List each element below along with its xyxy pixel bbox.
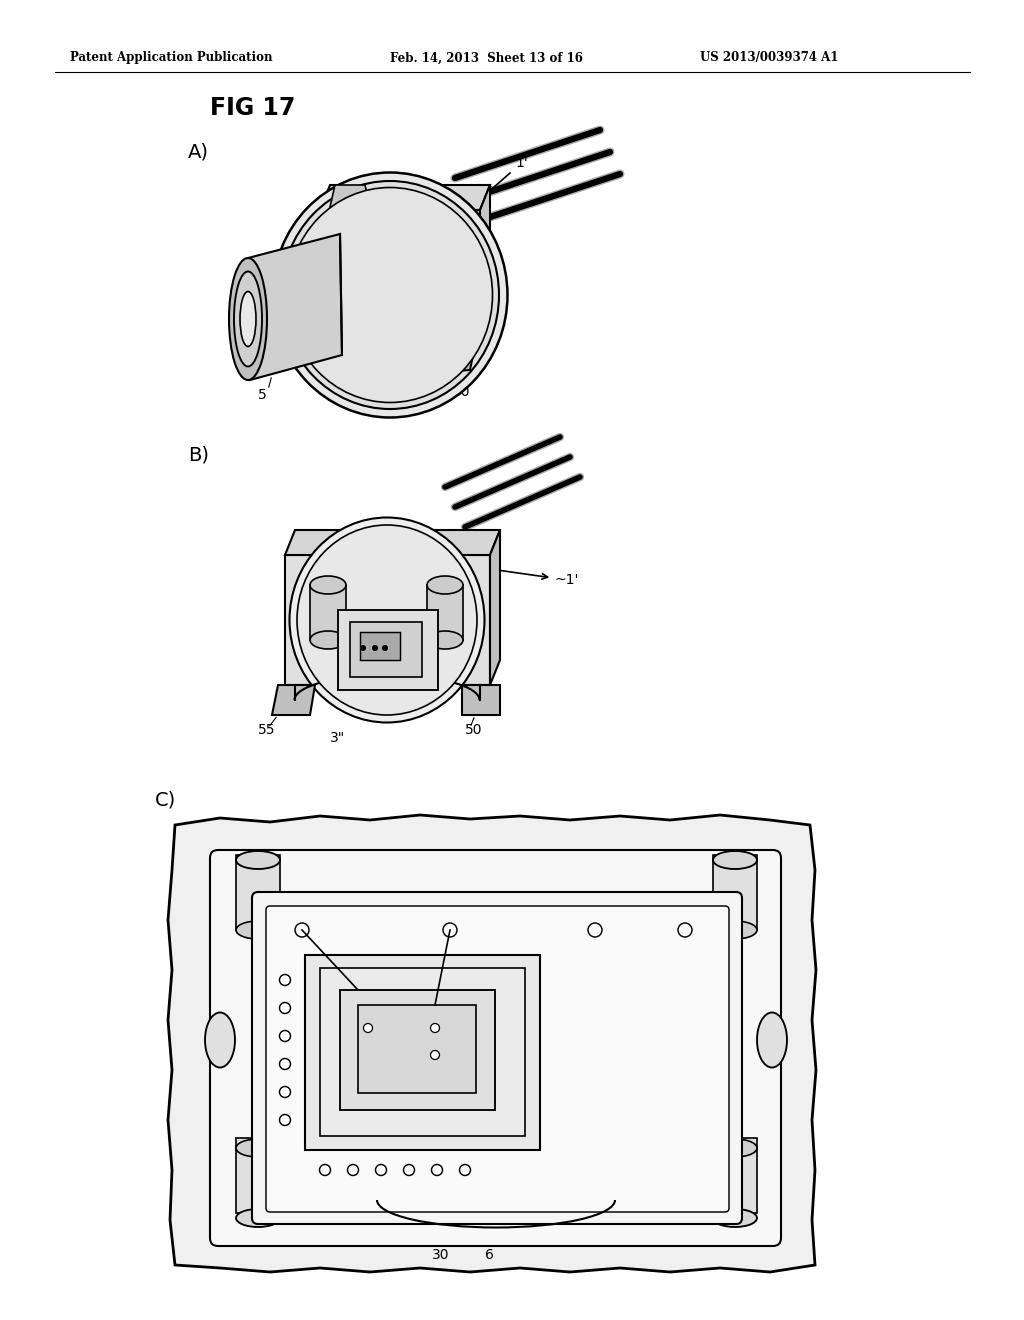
Circle shape xyxy=(431,1164,442,1176)
Ellipse shape xyxy=(713,1139,757,1158)
Circle shape xyxy=(443,923,457,937)
Polygon shape xyxy=(319,210,480,330)
Circle shape xyxy=(295,923,309,937)
Ellipse shape xyxy=(757,1012,787,1068)
Bar xyxy=(236,1138,280,1213)
Text: 3": 3" xyxy=(330,731,345,744)
Ellipse shape xyxy=(290,517,484,722)
Bar xyxy=(360,632,400,660)
Text: 6: 6 xyxy=(485,1247,494,1262)
Ellipse shape xyxy=(236,1139,280,1158)
Text: 55: 55 xyxy=(258,723,275,737)
Bar xyxy=(358,1005,476,1093)
Polygon shape xyxy=(248,234,342,380)
Ellipse shape xyxy=(236,1209,280,1228)
Circle shape xyxy=(280,1031,291,1041)
Ellipse shape xyxy=(427,576,463,594)
Polygon shape xyxy=(272,685,315,715)
Circle shape xyxy=(376,1164,386,1176)
Circle shape xyxy=(280,1086,291,1097)
Polygon shape xyxy=(285,531,500,554)
Circle shape xyxy=(588,923,602,937)
Text: ~1': ~1' xyxy=(500,570,580,587)
Circle shape xyxy=(280,974,291,986)
Circle shape xyxy=(319,1164,331,1176)
Polygon shape xyxy=(319,185,490,210)
Polygon shape xyxy=(490,531,500,685)
Text: 32: 32 xyxy=(422,932,438,945)
Bar xyxy=(305,954,540,1150)
Circle shape xyxy=(347,1164,358,1176)
Text: 55: 55 xyxy=(622,1082,640,1097)
Polygon shape xyxy=(330,185,370,207)
Ellipse shape xyxy=(427,631,463,649)
Text: Feb. 14, 2013  Sheet 13 of 16: Feb. 14, 2013 Sheet 13 of 16 xyxy=(390,51,583,65)
Ellipse shape xyxy=(229,257,267,380)
Ellipse shape xyxy=(236,921,280,939)
Ellipse shape xyxy=(713,921,757,939)
Polygon shape xyxy=(462,685,500,715)
Ellipse shape xyxy=(236,851,280,869)
Text: US 2013/0039374 A1: US 2013/0039374 A1 xyxy=(700,51,839,65)
Ellipse shape xyxy=(234,272,262,367)
Ellipse shape xyxy=(205,1012,234,1068)
Text: C): C) xyxy=(155,791,176,809)
Bar xyxy=(236,855,280,931)
Ellipse shape xyxy=(288,187,493,403)
Text: 50: 50 xyxy=(453,385,470,399)
Polygon shape xyxy=(480,185,490,330)
Bar xyxy=(350,622,422,677)
Bar xyxy=(340,990,495,1110)
FancyBboxPatch shape xyxy=(266,906,729,1212)
Bar xyxy=(319,968,525,1137)
Text: FIG 17: FIG 17 xyxy=(210,96,295,120)
Ellipse shape xyxy=(310,576,346,594)
Ellipse shape xyxy=(713,1209,757,1228)
Bar xyxy=(713,1138,757,1213)
Circle shape xyxy=(364,1023,373,1032)
Text: Patent Application Publication: Patent Application Publication xyxy=(70,51,272,65)
Circle shape xyxy=(382,645,388,651)
Polygon shape xyxy=(319,330,480,345)
Text: 19: 19 xyxy=(354,912,372,924)
Circle shape xyxy=(372,645,378,651)
Circle shape xyxy=(678,923,692,937)
Polygon shape xyxy=(310,585,346,640)
Circle shape xyxy=(280,1002,291,1014)
Bar xyxy=(338,610,438,690)
Text: 1': 1' xyxy=(488,156,527,191)
Ellipse shape xyxy=(297,525,477,715)
Ellipse shape xyxy=(310,631,346,649)
Circle shape xyxy=(460,1164,470,1176)
Polygon shape xyxy=(168,814,816,1272)
Polygon shape xyxy=(430,345,475,374)
Text: A): A) xyxy=(188,143,209,161)
Text: 2: 2 xyxy=(262,1158,270,1172)
FancyBboxPatch shape xyxy=(210,850,781,1246)
Circle shape xyxy=(280,1059,291,1069)
Ellipse shape xyxy=(713,851,757,869)
Circle shape xyxy=(430,1051,439,1060)
Circle shape xyxy=(360,645,366,651)
Polygon shape xyxy=(427,585,463,640)
Circle shape xyxy=(403,1164,415,1176)
Bar xyxy=(713,855,757,931)
Text: B): B) xyxy=(188,446,209,465)
Text: 5: 5 xyxy=(258,388,266,403)
Circle shape xyxy=(430,1023,439,1032)
FancyBboxPatch shape xyxy=(252,892,742,1224)
Circle shape xyxy=(280,1114,291,1126)
Polygon shape xyxy=(285,554,490,685)
Ellipse shape xyxy=(272,173,508,417)
Text: 19: 19 xyxy=(452,912,468,924)
Text: 3': 3' xyxy=(551,1053,623,1067)
Text: 50: 50 xyxy=(465,723,482,737)
Ellipse shape xyxy=(281,181,499,409)
Text: 30: 30 xyxy=(432,1247,450,1262)
Ellipse shape xyxy=(240,292,256,346)
